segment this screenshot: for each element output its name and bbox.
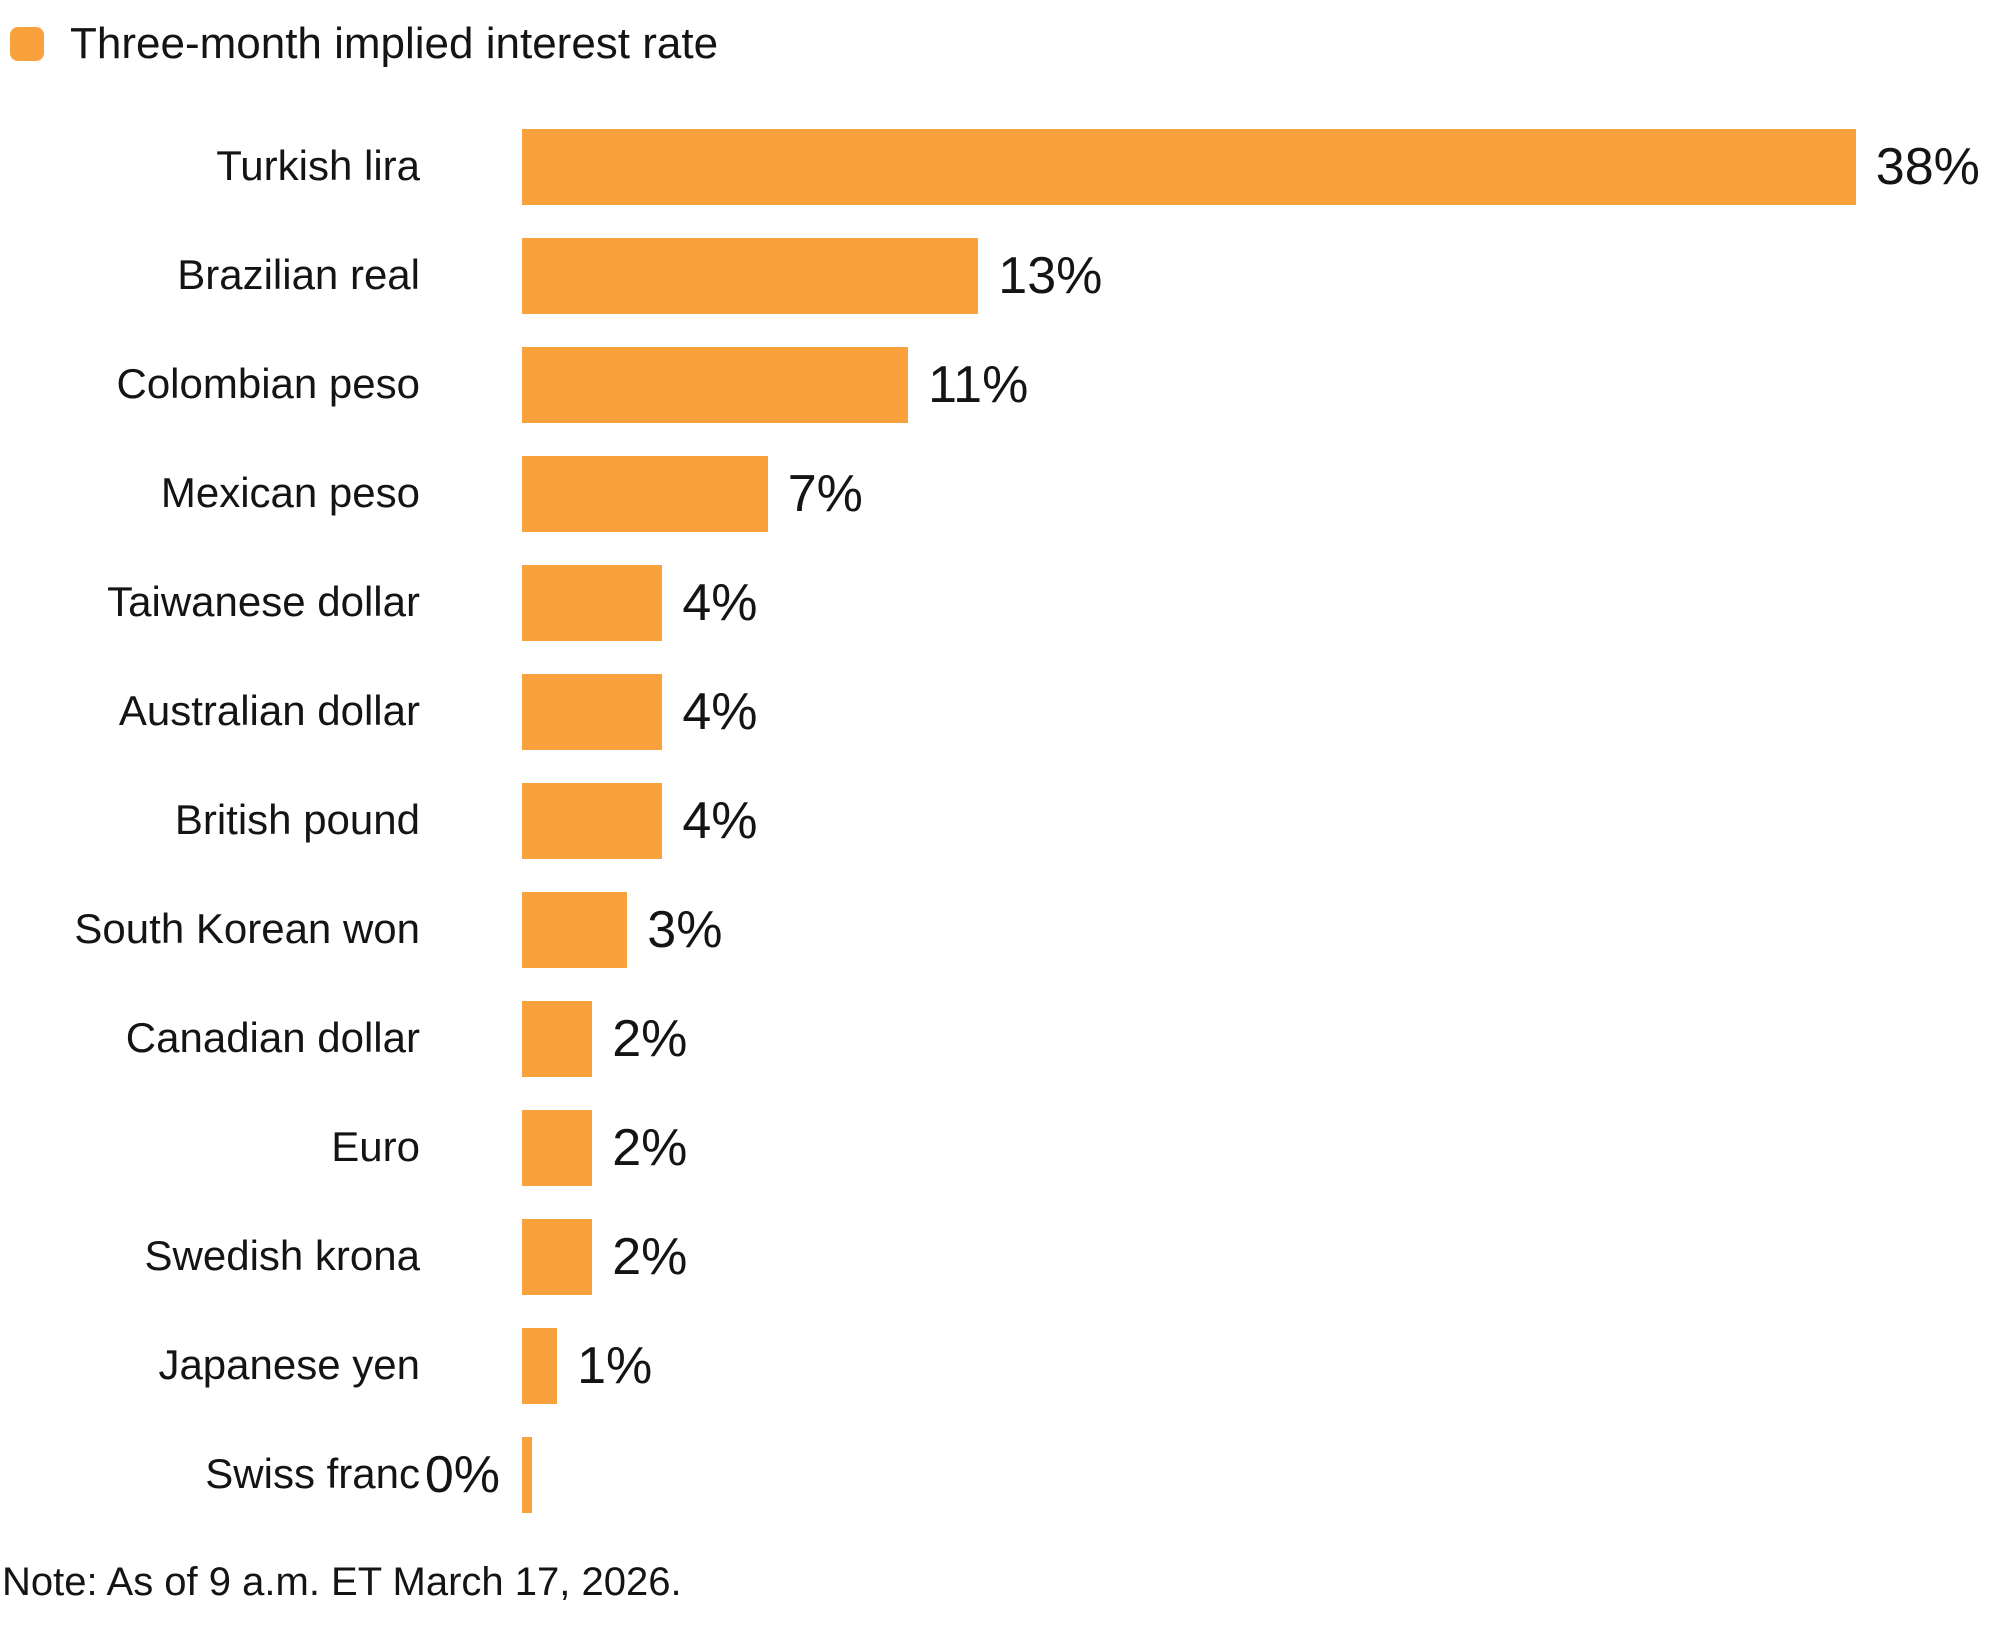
chart-row: Australian dollar 4% — [0, 657, 2000, 766]
bar — [522, 1109, 593, 1186]
value-label: 4% — [682, 573, 758, 632]
value-label: 1% — [577, 1336, 653, 1395]
category-label: Turkish lira — [216, 142, 420, 190]
chart-row: South Korean won 3% — [0, 875, 2000, 984]
bar — [522, 564, 663, 641]
chart-row: Mexican peso 7% — [0, 439, 2000, 548]
category-label: Swedish krona — [144, 1232, 420, 1280]
bar — [522, 237, 979, 314]
bar-area: 3% — [522, 875, 2000, 984]
value-label: 11% — [928, 355, 1029, 414]
bar — [522, 782, 663, 859]
value-label: 13% — [998, 246, 1103, 305]
value-label: 0% — [424, 1445, 500, 1504]
legend-swatch-icon — [10, 27, 44, 61]
legend-label: Three-month implied interest rate — [70, 19, 719, 68]
bar — [522, 1000, 593, 1077]
bar-rows: Turkish lira 38% Brazilian real 13% Colombia… — [0, 112, 2000, 1529]
value-label: 4% — [682, 682, 758, 741]
category-label: Canadian dollar — [125, 1014, 420, 1062]
bar — [522, 1218, 593, 1295]
bar — [522, 673, 663, 750]
chart-row: Swedish krona 2% — [0, 1202, 2000, 1311]
category-label: South Korean won — [74, 905, 420, 953]
chart-row: Euro 2% — [0, 1093, 2000, 1202]
bar-area: 38% — [522, 112, 2000, 221]
bar-area: 4% — [522, 766, 2000, 875]
bar-area: 11% — [522, 330, 2000, 439]
bar-area: 2% — [522, 984, 2000, 1093]
bar-area: 1% — [522, 1311, 2000, 1420]
chart-row: Turkish lira 38% — [0, 112, 2000, 221]
bar — [522, 455, 768, 532]
chart-row: Colombian peso 11% — [0, 330, 2000, 439]
category-label: Japanese yen — [158, 1341, 420, 1389]
chart-row: Brazilian real 13% — [0, 221, 2000, 330]
legend: Three-month implied interest rate — [10, 22, 718, 66]
value-label: 2% — [612, 1118, 688, 1177]
value-label: 3% — [647, 900, 723, 959]
bar-area: 0% — [425, 1420, 2000, 1529]
chart-row: Canadian dollar 2% — [0, 984, 2000, 1093]
value-label: 38% — [1875, 137, 1980, 196]
value-label: 4% — [682, 791, 758, 850]
footnote: Note: As of 9 a.m. ET March 17, 2026. — [2, 1560, 682, 1604]
chart-row: Taiwanese dollar 4% — [0, 548, 2000, 657]
bar — [522, 128, 1856, 205]
category-label: Mexican peso — [160, 469, 420, 517]
category-label: Australian dollar — [118, 687, 420, 735]
bar-area: 2% — [522, 1202, 2000, 1311]
chart-row: Swiss franc 0% — [0, 1420, 2000, 1529]
category-label: Brazilian real — [177, 251, 420, 299]
bar — [522, 1436, 532, 1513]
chart-row: Japanese yen 1% — [0, 1311, 2000, 1420]
bar — [522, 1327, 558, 1404]
bar-area: 4% — [522, 548, 2000, 657]
value-label: 2% — [612, 1009, 688, 1068]
bar — [522, 891, 628, 968]
category-label: Colombian peso — [116, 360, 420, 408]
bar-area: 13% — [522, 221, 2000, 330]
category-label: Euro — [331, 1123, 420, 1171]
value-label: 2% — [612, 1227, 688, 1286]
bar-area: 7% — [522, 439, 2000, 548]
chart-row: British pound 4% — [0, 766, 2000, 875]
bar-area: 4% — [522, 657, 2000, 766]
bar-area: 2% — [522, 1093, 2000, 1202]
category-label: Taiwanese dollar — [107, 578, 420, 626]
category-label: Swiss franc — [205, 1450, 420, 1498]
bar — [522, 346, 909, 423]
value-label: 7% — [787, 464, 863, 523]
category-label: British pound — [174, 796, 420, 844]
